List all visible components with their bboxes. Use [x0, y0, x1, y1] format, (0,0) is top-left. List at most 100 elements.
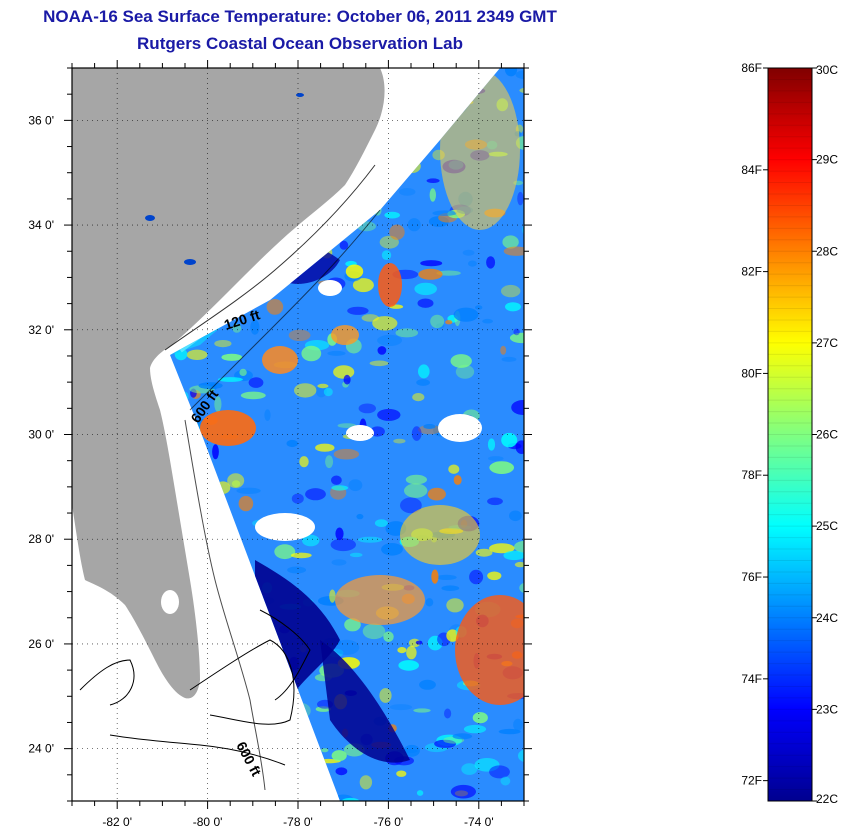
sst-speckle: [489, 543, 515, 554]
sst-speckle: [411, 426, 422, 441]
sst-speckle: [518, 749, 524, 763]
graticule: [72, 68, 524, 801]
sst-speckle: [450, 354, 472, 368]
sst-speckle: [374, 519, 388, 527]
sst-speckle: [461, 763, 478, 775]
sst-speckle: [348, 479, 363, 492]
sst-speckle: [503, 246, 524, 256]
y-tick-label: 24 0': [28, 742, 54, 756]
sst-speckle: [239, 368, 247, 376]
colorbar-fahrenheit-label: 86F: [741, 61, 762, 75]
map-area: [72, 68, 524, 801]
sst-speckle: [333, 365, 355, 379]
sst-speckle: [333, 639, 360, 656]
sst-speckle: [393, 438, 406, 444]
sst-speckle: [347, 306, 369, 315]
sst-speckle: [377, 408, 401, 421]
sst-speckle: [501, 432, 518, 448]
sst-speckle: [436, 323, 445, 329]
sst-speckle: [452, 733, 473, 740]
sst-speckle: [377, 334, 403, 346]
y-tick-label: 28 0': [28, 532, 54, 546]
sst-speckle: [445, 320, 453, 325]
sst-speckle: [455, 364, 475, 379]
sst-speckle: [321, 748, 329, 753]
sst-speckle: [221, 353, 243, 361]
sst-speckle: [343, 374, 351, 385]
sst-speckle: [487, 571, 502, 581]
sst-speckle: [379, 688, 392, 703]
sst-speckle: [305, 488, 326, 501]
sst-speckle: [302, 534, 320, 547]
sst-speckle: [352, 278, 374, 293]
latitude-labels: 36 0' 34 0' 32 0' 30 0' 28 0' 26 0' 24 0': [28, 113, 54, 755]
sst-speckle: [248, 377, 264, 388]
sst-speckle: [502, 235, 519, 249]
sst-speckle: [404, 483, 428, 498]
sst-speckle: [331, 750, 347, 762]
sst-speckle: [323, 387, 333, 397]
colorbar-celsius-label: 27C: [816, 336, 838, 350]
sst-speckle: [356, 513, 364, 520]
sst-speckle: [331, 559, 347, 566]
sst-speckle: [274, 544, 296, 560]
sst-speckle: [441, 585, 460, 591]
sst-speckle: [294, 383, 317, 398]
sst-speckle: [430, 314, 445, 329]
y-tick-label: 36 0': [28, 113, 54, 127]
sst-speckle: [389, 224, 405, 240]
colorbar-celsius-label: 26C: [816, 428, 838, 442]
sst-speckle: [396, 770, 407, 777]
axis-ticks: [64, 60, 532, 809]
sst-speckle: [482, 318, 493, 324]
colorbar-celsius-label: 22C: [816, 792, 838, 806]
map-title: NOAA-16 Sea Surface Temperature: October…: [43, 7, 557, 26]
land-mass: [72, 68, 385, 699]
sst-speckle: [250, 319, 260, 335]
colorbar: 30C 29C 28C 27C 26C 25C 24C 23C 22C 86F 84F 82F 80F…: [741, 61, 838, 806]
sst-speckle: [389, 704, 413, 711]
sst-speckle: [377, 346, 387, 355]
sst-speckle: [453, 475, 462, 485]
sst-speckle: [358, 403, 376, 414]
sst-speckle: [487, 438, 496, 451]
colorbar-celsius-label: 23C: [816, 702, 838, 716]
sst-speckle: [500, 776, 511, 786]
colorbar-fahrenheit-label: 74F: [741, 672, 762, 686]
sst-speckle: [333, 448, 360, 460]
sst-speckle: [513, 718, 523, 731]
sst-speckle: [238, 495, 254, 512]
sst-speckle: [407, 218, 421, 232]
sst-speckle: [398, 660, 420, 671]
sst-speckle: [509, 332, 524, 344]
sst-speckle: [372, 316, 398, 331]
sst-speckle: [515, 70, 524, 80]
sst-speckle: [501, 284, 521, 298]
sst-speckle: [335, 527, 344, 541]
sst-speckle: [513, 328, 520, 336]
sst-speckle: [450, 784, 476, 799]
y-tick-label: 34 0': [28, 218, 54, 232]
sst-speckle: [501, 356, 517, 362]
sst-speckle: [397, 647, 407, 654]
colorbar-ramp: [768, 68, 812, 801]
longitude-labels: -82 0' -80 0' -78 0' -76 0' -74 0': [102, 815, 493, 829]
sst-speckle: [330, 538, 356, 552]
y-tick-label: 32 0': [28, 323, 54, 337]
sst-speckle: [236, 487, 261, 494]
sst-speckle: [511, 400, 524, 415]
colorbar-fahrenheit-labels: 86F 84F 82F 80F 78F 76F 74F 72F: [741, 61, 768, 788]
sst-speckle: [186, 349, 208, 360]
sst-speckle: [315, 443, 335, 452]
sst-speckle: [504, 68, 518, 77]
sst-speckle: [214, 396, 222, 412]
sst-speckle: [345, 264, 364, 279]
y-tick-label: 30 0': [28, 428, 54, 442]
sst-speckle: [418, 364, 430, 379]
sst-speckle: [432, 210, 457, 216]
x-tick-label: -78 0': [283, 815, 313, 829]
colorbar-celsius-labels: 30C 29C 28C 27C 26C 25C 24C 23C 22C: [812, 63, 838, 806]
sst-speckle: [413, 708, 431, 713]
sst-speckle: [519, 582, 524, 594]
sst-speckle: [217, 377, 243, 382]
